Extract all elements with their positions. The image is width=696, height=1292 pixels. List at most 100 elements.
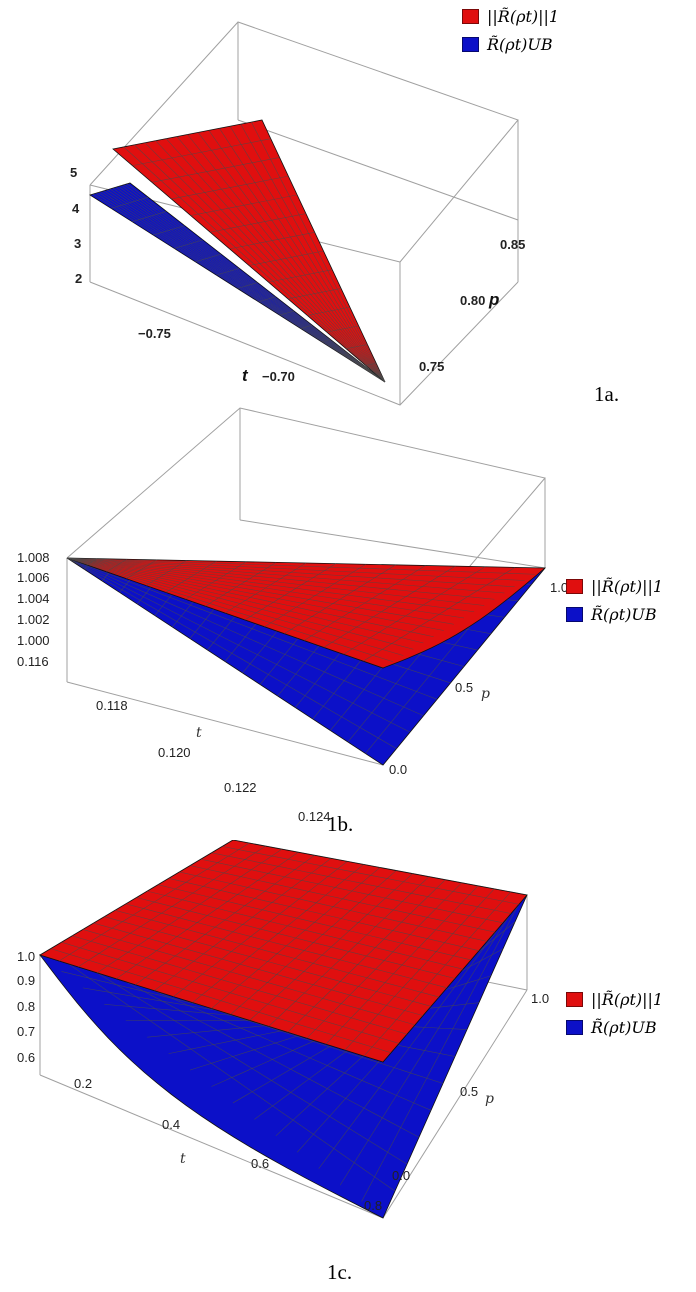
chart-1c-svg: 1.0 0.9 0.8 0.7 0.6 0.2 0.4 t 0.6 0.8 1.… — [17, 840, 549, 1219]
legend-label-red: ||R̃(ρt)||1 — [591, 989, 664, 1009]
p-tick-1c: 0.5 — [460, 1084, 478, 1099]
mesh-line — [72, 935, 408, 1035]
chart-panel-1b: 1.008 1.006 1.004 1.002 1.000 0.116 0.11… — [0, 400, 696, 840]
mesh-line — [147, 890, 464, 970]
mesh-line — [66, 557, 535, 575]
mesh-line — [112, 187, 386, 383]
legend-item-blue: R̃(ρt)UB — [566, 1013, 663, 1041]
x-tick-1a: −0.75 — [138, 326, 171, 341]
mesh-line — [237, 282, 258, 289]
x-tick-1b: 0.122 — [224, 780, 257, 795]
p-tick-1b: 0.5 — [455, 680, 473, 695]
red-surface-mesh — [123, 121, 386, 383]
mesh-line — [66, 557, 404, 656]
mesh-line — [168, 878, 480, 951]
red-surface-mesh — [50, 842, 520, 1057]
x-tick-1b: 0.124 — [298, 809, 331, 824]
mesh-line — [200, 858, 504, 924]
p-tick-1b: 1.0 — [550, 580, 568, 595]
mesh-line — [66, 557, 525, 581]
mesh-line — [208, 130, 386, 383]
legend-item-blue: R̃(ρt)UB — [462, 30, 559, 58]
mesh-line — [195, 253, 222, 263]
mesh-line — [190, 865, 496, 933]
red-surface — [66, 557, 547, 669]
z-tick-1c: 0.7 — [17, 1024, 35, 1039]
mesh-line — [211, 852, 512, 914]
red-surface-mesh — [66, 557, 535, 663]
mesh-line — [154, 990, 432, 1111]
legend-swatch-red — [566, 991, 583, 1007]
z-tick-1b: 1.004 — [17, 591, 50, 606]
mesh-line — [66, 557, 411, 733]
z-tick-1a: 4 — [72, 201, 80, 216]
x-axis-label-1a: t — [242, 366, 249, 385]
p-axis-label-1c: p — [485, 1091, 494, 1107]
mesh-line — [174, 239, 203, 249]
mesh-line — [240, 123, 386, 383]
red-surface — [112, 119, 386, 383]
legend-label-red: ||R̃(ρt)||1 — [487, 6, 560, 26]
mesh-line — [197, 132, 386, 383]
legend-label-red: ||R̃(ρt)||1 — [591, 576, 664, 596]
caption-1c: 1c. — [327, 1260, 353, 1284]
z-tick-1c: 0.9 — [17, 973, 35, 988]
x-tick-1a: −0.70 — [262, 369, 295, 384]
legend-label-blue: R̃(ρt)UB — [591, 604, 657, 624]
legend-swatch-blue — [566, 1019, 583, 1035]
mesh-line — [136, 897, 456, 979]
chart-1a-svg: 5 4 3 2 −0.75 −0.70 t 0.85 0.80 p 0.75 — [70, 21, 525, 406]
mesh-line — [229, 231, 315, 250]
mesh-line — [66, 557, 465, 619]
legend-swatch-blue — [462, 36, 479, 52]
z-tick-1a: 2 — [75, 271, 82, 286]
surfaces-1a — [89, 119, 386, 383]
z-tick-1c: 0.6 — [17, 1050, 35, 1065]
x-tick-1c: 0.6 — [251, 1156, 269, 1171]
mesh-line — [50, 948, 392, 1054]
mesh-line — [66, 557, 515, 588]
mesh-line — [82, 929, 416, 1026]
mesh-line — [66, 557, 438, 700]
mesh-line — [66, 557, 505, 594]
mesh-line — [190, 194, 298, 216]
z-tick-1b: 1.006 — [17, 570, 50, 585]
blue-surface — [38, 894, 528, 1219]
mesh-line — [132, 138, 271, 166]
p-axis-label-1a: p — [488, 290, 499, 309]
mesh-line — [151, 157, 280, 183]
surfaces-1b — [66, 557, 547, 766]
mesh-line — [66, 557, 475, 613]
mesh-line — [66, 557, 424, 717]
z-tick-1c: 0.8 — [17, 999, 35, 1014]
z-tick-1b: 1.000 — [17, 633, 50, 648]
mesh-line — [66, 557, 495, 600]
legend-item-red: ||R̃(ρt)||1 — [566, 572, 663, 600]
p-tick-1a: 0.75 — [419, 359, 444, 374]
red-surface — [39, 840, 528, 1063]
mesh-line — [157, 884, 472, 961]
x-tick-1b: 0.120 — [158, 745, 191, 760]
x-tick-1c: 0.2 — [74, 1076, 92, 1091]
z-tick-1c: 1.0 — [17, 949, 35, 964]
x-tick-1c: 0.8 — [364, 1198, 382, 1213]
legend-1a: ||R̃(ρt)||1 R̃(ρt)UB — [462, 2, 559, 58]
chart-panel-1c: 1.0 0.9 0.8 0.7 0.6 0.2 0.4 t 0.6 0.8 1.… — [0, 840, 696, 1292]
x-axis-label-1b: t — [196, 725, 202, 741]
z-tick-1b: 1.002 — [17, 612, 50, 627]
mesh-line — [66, 557, 454, 625]
mesh-line — [126, 183, 386, 383]
p-axis-label-1b: p — [481, 686, 490, 702]
mesh-line — [68, 963, 396, 1192]
mesh-line — [132, 211, 167, 223]
caption-1b: 1b. — [327, 812, 354, 836]
mesh-line — [171, 175, 289, 200]
mesh-line — [125, 981, 420, 1138]
legend-swatch-red — [566, 578, 583, 594]
mesh-line — [179, 871, 488, 942]
mesh-line — [66, 557, 424, 644]
legend-label-blue: R̃(ρt)UB — [487, 34, 553, 54]
z-tick-1b: 1.008 — [17, 550, 50, 565]
mesh-line — [124, 184, 386, 383]
mesh-line — [66, 557, 485, 606]
